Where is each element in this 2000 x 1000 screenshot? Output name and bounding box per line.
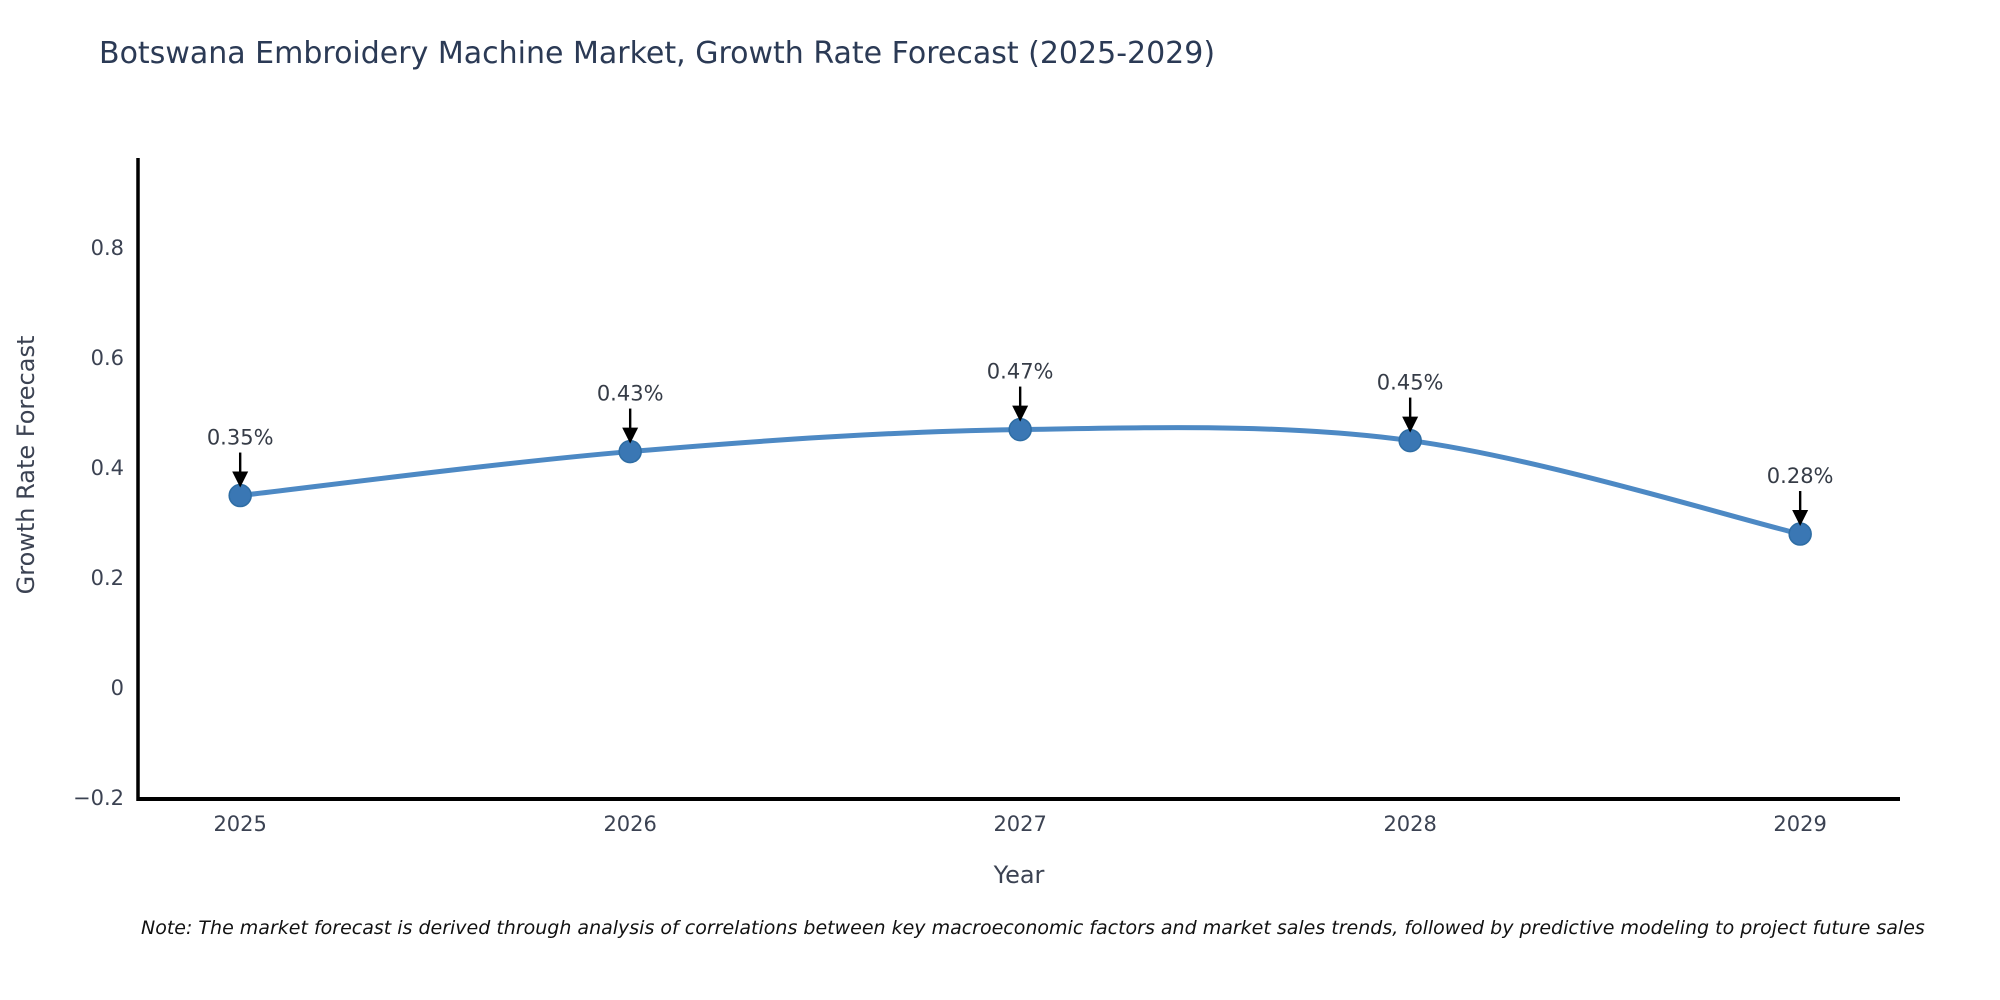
data-point-marker	[1788, 522, 1812, 546]
x-tick-label: 2028	[1383, 812, 1436, 836]
annotation-label: 0.47%	[987, 360, 1054, 384]
y-tick-label: 0.4	[91, 456, 124, 480]
footnote-text: Note: The market forecast is derived thr…	[141, 917, 1925, 939]
annotation-label: 0.45%	[1377, 371, 1444, 395]
y-tick-label: 0.6	[91, 346, 124, 370]
y-tick-label: 0.8	[91, 236, 124, 260]
annotation-arrow-head	[1792, 510, 1809, 527]
annotation-label: 0.35%	[207, 426, 274, 450]
y-tick-label: 0.2	[91, 566, 124, 590]
x-tick-label: 2026	[603, 812, 656, 836]
annotation-arrow-head	[1402, 416, 1419, 433]
forecast-line	[237, 425, 1803, 537]
annotation-arrow-head	[232, 471, 249, 488]
x-tick-label: 2027	[993, 812, 1046, 836]
data-point-marker	[228, 483, 252, 508]
annotation-arrow-head	[622, 427, 639, 444]
x-tick-label: 2025	[213, 812, 266, 836]
data-point-marker	[1008, 417, 1032, 442]
data-point-marker	[618, 439, 642, 464]
data-point-marker	[1398, 428, 1422, 453]
y-tick-label: 0	[111, 676, 124, 700]
x-axis-title: Year	[993, 861, 1045, 889]
annotation-label: 0.43%	[597, 382, 664, 406]
y-tick-label: −0.2	[73, 786, 124, 810]
annotation-label: 0.28%	[1767, 464, 1834, 488]
x-tick-label: 2029	[1773, 812, 1826, 836]
chart-title: Botswana Embroidery Machine Market, Grow…	[99, 36, 1216, 71]
annotation-arrow-head	[1012, 405, 1029, 422]
